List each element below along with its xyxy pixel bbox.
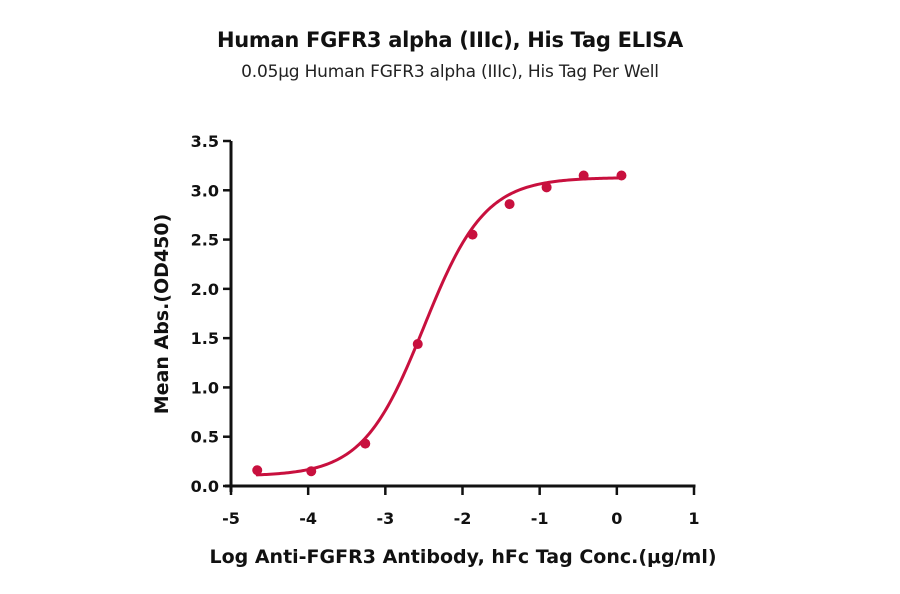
axes: 0.0 0.5 1.0 1.5 2.0 2.5 3.0 3.5 -5 -4 -3 -2 -1 0 1	[191, 132, 700, 528]
y-tick-label: 1.5	[191, 329, 219, 348]
y-axis-title: Mean Abs.(OD450)	[151, 214, 173, 415]
y-tick-label: 2.5	[191, 231, 219, 250]
x-tick-label: -2	[454, 509, 472, 528]
y-tick-label: 0.0	[191, 477, 219, 496]
x-tick-label: -5	[222, 509, 240, 528]
chart-subtitle: 0.05μg Human FGFR3 alpha (IIIc), His Tag…	[241, 62, 659, 82]
data-point	[360, 438, 371, 449]
y-tick-label: 1.0	[191, 378, 219, 397]
data-points	[252, 170, 627, 477]
x-axis-title: Log Anti-FGFR3 Antibody, hFc Tag Conc.(μ…	[209, 546, 716, 568]
y-tick-label: 0.5	[191, 428, 219, 447]
data-point	[306, 466, 317, 477]
x-tick-label: -4	[299, 509, 317, 528]
data-point	[467, 229, 478, 240]
data-point	[252, 465, 263, 476]
x-tick-label: -3	[376, 509, 394, 528]
x-tick-label: 0	[611, 509, 622, 528]
chart-title: Human FGFR3 alpha (IIIc), His Tag ELISA	[217, 28, 683, 52]
fit-curve	[255, 176, 623, 477]
data-point	[541, 182, 552, 193]
x-tick-label: -1	[531, 509, 549, 528]
x-tick-label: 1	[688, 509, 699, 528]
data-point	[504, 199, 515, 210]
y-tick-label: 3.0	[191, 181, 219, 200]
data-point	[616, 170, 627, 181]
y-tick-label: 2.0	[191, 280, 219, 299]
data-point	[578, 170, 589, 181]
data-point	[412, 339, 423, 350]
y-tick-label: 3.5	[191, 132, 219, 151]
